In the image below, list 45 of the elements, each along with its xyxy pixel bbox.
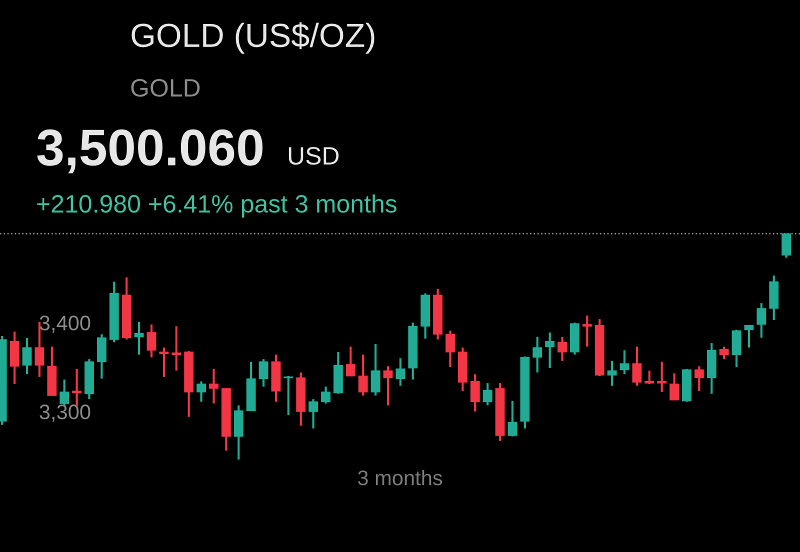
annotation: USD [288,147,339,165]
candlestick [370,342,380,397]
candlestick [446,330,455,368]
candlestick [358,354,368,397]
candlestick [732,328,742,368]
candlestick [756,302,766,339]
candlestick [258,358,268,388]
candlestick [321,386,330,405]
candlestick [782,232,792,259]
candlestick [482,382,492,406]
candlestick [22,336,32,376]
candlestick [96,333,106,380]
text: GOLD (US$/OZ) [132,22,374,54]
candlestick [632,346,642,387]
candlestick [383,365,393,406]
candlestick [134,320,144,356]
candlestick [470,373,480,413]
candlestick [508,400,518,438]
candlestick [532,336,542,374]
candlestick [284,374,294,416]
candlestick [159,346,169,378]
candlestick [607,360,617,387]
y-tick-label: 3,400 [40,316,90,333]
candlestick [670,372,679,402]
candlestick [196,380,206,403]
candlestick [744,324,754,349]
x-axis-title: 3 months [358,470,442,486]
text: GOLD [131,79,200,97]
candlestick [172,325,182,372]
candlestick [545,331,555,370]
candlestick [582,314,592,348]
candlestick [620,349,630,376]
candlestick [657,360,667,394]
candlestick [644,370,654,386]
candlestick [694,365,704,392]
candlestick [308,398,318,430]
candlestick [209,368,218,405]
candlestick [719,346,729,360]
candlestick [146,323,156,358]
annotation: +210.980 +6.41% past 3 months [37,194,396,218]
y-tick-label: 3,300 [40,404,90,422]
candlestick [396,357,406,387]
candlestick [558,336,567,362]
annotation: 3,500.060 [37,129,263,174]
candlestick [346,346,356,378]
